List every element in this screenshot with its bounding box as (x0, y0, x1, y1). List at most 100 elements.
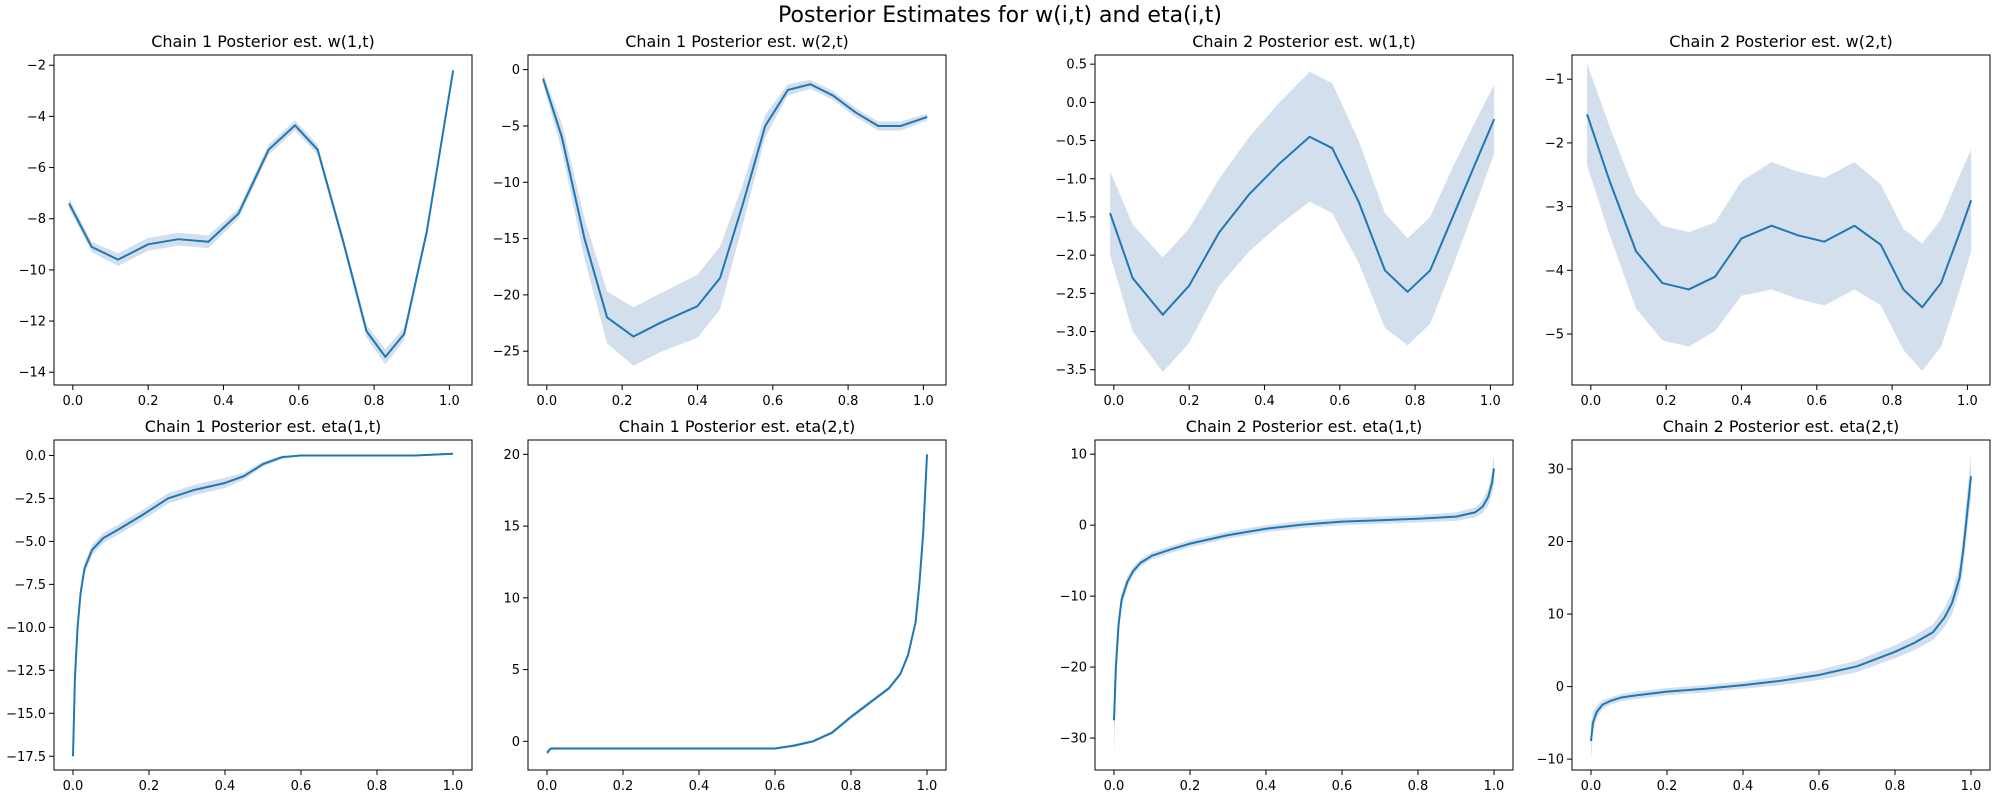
y-tick-label: 30 (1547, 463, 1564, 478)
y-tick-label: 0.0 (1066, 96, 1087, 111)
y-tick-label: 0 (1079, 519, 1087, 534)
subplot-title: Chain 1 Posterior est. w(2,t) (625, 32, 849, 51)
y-tick-label: −4 (27, 110, 46, 125)
y-tick-label: −10 (493, 176, 520, 191)
x-tick-label: 0.2 (613, 779, 634, 794)
y-tick-label: −4 (1545, 264, 1564, 279)
axes-frame (53, 54, 473, 386)
y-tick-label: −1.5 (1055, 210, 1087, 225)
x-tick-label: 0.4 (1731, 394, 1752, 409)
y-tick-label: −3.0 (1055, 325, 1087, 340)
credible-band (1110, 71, 1495, 373)
y-tick-label: 10 (1070, 448, 1087, 463)
x-tick-label: 0.0 (62, 394, 83, 409)
subplot-7: Chain 2 Posterior est. eta(1,t) 0.0 0.2 0.4… (1060, 417, 1514, 794)
credible-band (69, 67, 454, 365)
y-tick-label: −5 (1545, 328, 1564, 343)
x-tick-label: 0.8 (364, 394, 385, 409)
x-tick-label: 0.2 (139, 779, 160, 794)
y-tick-label: −2 (1545, 136, 1564, 151)
subplot-title: Chain 2 Posterior est. w(2,t) (1669, 32, 1893, 51)
y-tick-label: 10 (503, 591, 520, 606)
y-tick-label: −2.5 (1055, 287, 1087, 302)
posterior-mean-line (1590, 476, 1972, 742)
subplot-5: Chain 1 Posterior est. eta(1,t) 0.0 0.2 0.4… (6, 417, 473, 794)
x-tick-label: 0.8 (841, 779, 862, 794)
x-tick-label: 0.0 (63, 779, 84, 794)
posterior-mean-line (1113, 468, 1495, 721)
y-tick-label: −3 (1545, 200, 1564, 215)
axes-frame (1571, 439, 1991, 771)
y-tick-label: 0 (1556, 680, 1564, 695)
y-tick-label: −2.0 (1055, 249, 1087, 264)
y-tick-label: −8 (27, 212, 46, 227)
x-tick-label: 1.0 (439, 394, 460, 409)
x-tick-label: 0.4 (1254, 394, 1275, 409)
y-tick-label: −7.5 (14, 578, 46, 593)
x-tick-label: 1.0 (913, 394, 934, 409)
y-tick-label: 15 (503, 520, 520, 535)
axes-frame (53, 439, 473, 771)
x-tick-label: 0.2 (1180, 779, 1201, 794)
y-tick-label: −1 (1545, 73, 1564, 88)
y-tick-label: 20 (503, 448, 520, 463)
y-tick-label: 0 (512, 735, 520, 750)
x-tick-label: 1.0 (443, 779, 464, 794)
x-tick-label: 0.6 (288, 394, 309, 409)
y-tick-label: −6 (27, 161, 46, 176)
credible-band (1587, 63, 1972, 371)
x-tick-label: 0.6 (1806, 394, 1827, 409)
posterior-mean-line (546, 454, 928, 754)
y-tick-label: −15 (493, 232, 520, 247)
axes-frame (527, 54, 947, 386)
x-tick-label: 1.0 (1961, 779, 1982, 794)
subplot-6: Chain 1 Posterior est. eta(2,t) 0.0 0.2 0.4… (503, 417, 947, 794)
figure-title: Posterior Estimates for w(i,t) and eta(i… (778, 3, 1222, 28)
posterior-mean-line (542, 78, 928, 338)
x-tick-label: 1.0 (1957, 394, 1978, 409)
x-tick-label: 0.4 (687, 394, 708, 409)
x-tick-label: 0.8 (367, 779, 388, 794)
y-tick-label: −12.5 (6, 664, 46, 679)
axes-frame (527, 439, 947, 771)
subplot-1: Chain 1 Posterior est. w(1,t) 0.0 0.2 0.4 0.… (19, 32, 473, 409)
x-tick-label: 0.4 (1733, 779, 1754, 794)
x-tick-label: 0.0 (536, 394, 557, 409)
y-tick-label: 5 (512, 663, 520, 678)
axes-frame (1571, 54, 1991, 386)
posterior-mean-line (72, 452, 454, 757)
x-tick-label: 0.6 (1329, 394, 1350, 409)
x-tick-label: 0.8 (1408, 779, 1429, 794)
x-tick-label: 0.0 (1104, 779, 1125, 794)
x-tick-label: 0.6 (291, 779, 312, 794)
y-tick-label: −5 (501, 119, 520, 134)
y-tick-label: −2.5 (14, 492, 46, 507)
y-tick-label: −30 (1060, 732, 1087, 747)
subplot-title: Chain 2 Posterior est. w(1,t) (1192, 32, 1416, 51)
y-tick-label: −20 (493, 288, 520, 303)
y-tick-label: −10 (1537, 753, 1564, 768)
x-tick-label: 0.2 (1656, 394, 1677, 409)
y-tick-label: −10.0 (6, 621, 46, 636)
axes-frame (1094, 54, 1514, 386)
x-tick-label: 0.8 (1882, 394, 1903, 409)
y-tick-label: −10 (1060, 590, 1087, 605)
x-tick-label: 0.0 (1580, 394, 1601, 409)
x-tick-label: 0.2 (1657, 779, 1678, 794)
y-tick-label: −25 (493, 345, 520, 360)
x-tick-label: 0.4 (689, 779, 710, 794)
subplot-title: Chain 2 Posterior est. eta(2,t) (1663, 417, 1899, 436)
x-tick-label: 0.6 (1809, 779, 1830, 794)
y-tick-label: −3.5 (1055, 363, 1087, 378)
subplot-3: Chain 2 Posterior est. w(1,t) 0.0 0.2 0.4 0.… (1055, 32, 1514, 409)
posterior-mean-line (1109, 118, 1496, 316)
subplot-4: Chain 2 Posterior est. w(2,t) 0.0 0.2 0.4 0.… (1545, 32, 1991, 409)
x-tick-label: 0.4 (215, 779, 236, 794)
x-tick-label: 0.6 (765, 779, 786, 794)
x-tick-label: 0.2 (1179, 394, 1200, 409)
y-tick-label: −14 (19, 366, 46, 381)
x-tick-label: 0.2 (138, 394, 159, 409)
credible-band (543, 73, 928, 366)
